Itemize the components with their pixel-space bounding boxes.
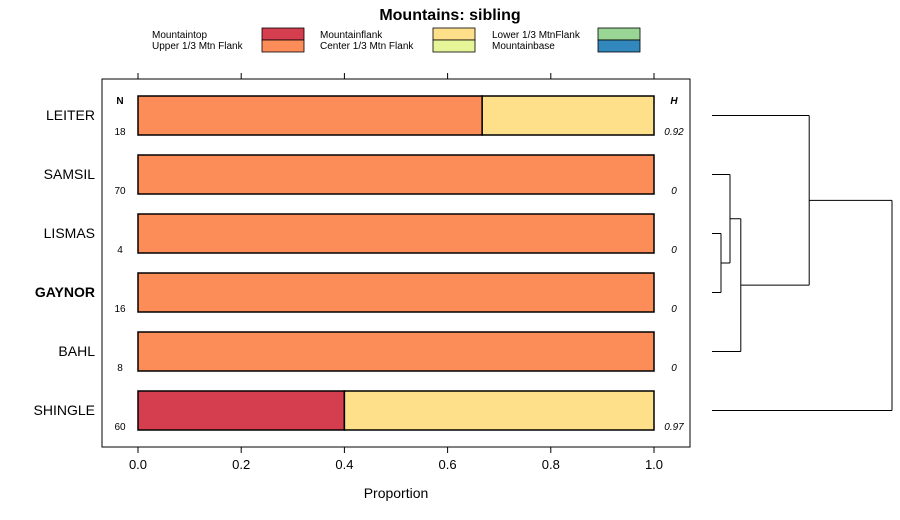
row-label: SHINGLE bbox=[34, 402, 95, 418]
h-value: 0 bbox=[671, 363, 677, 374]
row-label: LEITER bbox=[46, 107, 95, 123]
h-value: 0 bbox=[671, 186, 677, 197]
n-value: 70 bbox=[114, 186, 126, 197]
row-labels: LEITER 18 0.92 SAMSIL 70 0 LISMAS 4 0 GAYNOR 16 0 BA… bbox=[34, 107, 685, 433]
h-value: 0.92 bbox=[664, 127, 684, 138]
h-value: 0 bbox=[671, 245, 677, 256]
bar-segment bbox=[137, 154, 655, 195]
h-value: 0 bbox=[671, 304, 677, 315]
legend-label: Mountainflank bbox=[320, 30, 383, 41]
h-value: 0.97 bbox=[664, 422, 684, 433]
legend-swatch bbox=[261, 39, 305, 53]
legend-label: Mountainbase bbox=[492, 41, 555, 52]
x-tick-label: 0.0 bbox=[129, 457, 147, 472]
x-axis: 0.0 0.2 0.4 0.6 0.8 1.0 bbox=[129, 73, 663, 472]
bar-segment bbox=[137, 331, 655, 372]
n-value: 18 bbox=[114, 127, 126, 138]
legend-label: Center 1/3 Mtn Flank bbox=[320, 41, 414, 52]
row-label: GAYNOR bbox=[35, 284, 95, 300]
x-tick-label: 0.2 bbox=[232, 457, 250, 472]
chart-title: Mountains: sibling bbox=[379, 7, 520, 24]
x-tick-label: 0.8 bbox=[542, 457, 560, 472]
legend-label: Mountaintop bbox=[152, 30, 207, 41]
h-header: H bbox=[670, 96, 678, 107]
legend-label: Upper 1/3 Mtn Flank bbox=[152, 41, 244, 52]
row-label: SAMSIL bbox=[44, 166, 96, 182]
row-label: BAHL bbox=[58, 343, 95, 359]
n-value: 8 bbox=[117, 363, 123, 374]
bars bbox=[137, 95, 655, 431]
x-tick-label: 0.6 bbox=[439, 457, 457, 472]
legend-label: Lower 1/3 MtnFlank bbox=[492, 30, 581, 41]
n-value: 4 bbox=[117, 245, 123, 256]
legend-swatch bbox=[432, 27, 476, 41]
legend-swatch bbox=[597, 39, 641, 53]
plot-frame bbox=[101, 78, 691, 448]
legend-swatch bbox=[597, 27, 641, 41]
legend-swatch bbox=[432, 39, 476, 53]
bar-segment bbox=[137, 213, 655, 254]
legend-swatch bbox=[261, 27, 305, 41]
x-tick-label: 1.0 bbox=[645, 457, 663, 472]
bar-segment bbox=[137, 272, 655, 313]
n-header: N bbox=[116, 96, 123, 107]
n-value: 16 bbox=[114, 304, 126, 315]
dendrogram bbox=[712, 115, 893, 411]
bar-segment bbox=[137, 95, 483, 136]
bar-segment bbox=[343, 390, 655, 431]
x-axis-title: Proportion bbox=[364, 485, 429, 501]
bar-segment bbox=[481, 95, 655, 136]
x-tick-label: 0.4 bbox=[335, 457, 353, 472]
row-label: LISMAS bbox=[44, 225, 95, 241]
bar-segment bbox=[137, 390, 346, 431]
n-value: 60 bbox=[114, 422, 126, 433]
